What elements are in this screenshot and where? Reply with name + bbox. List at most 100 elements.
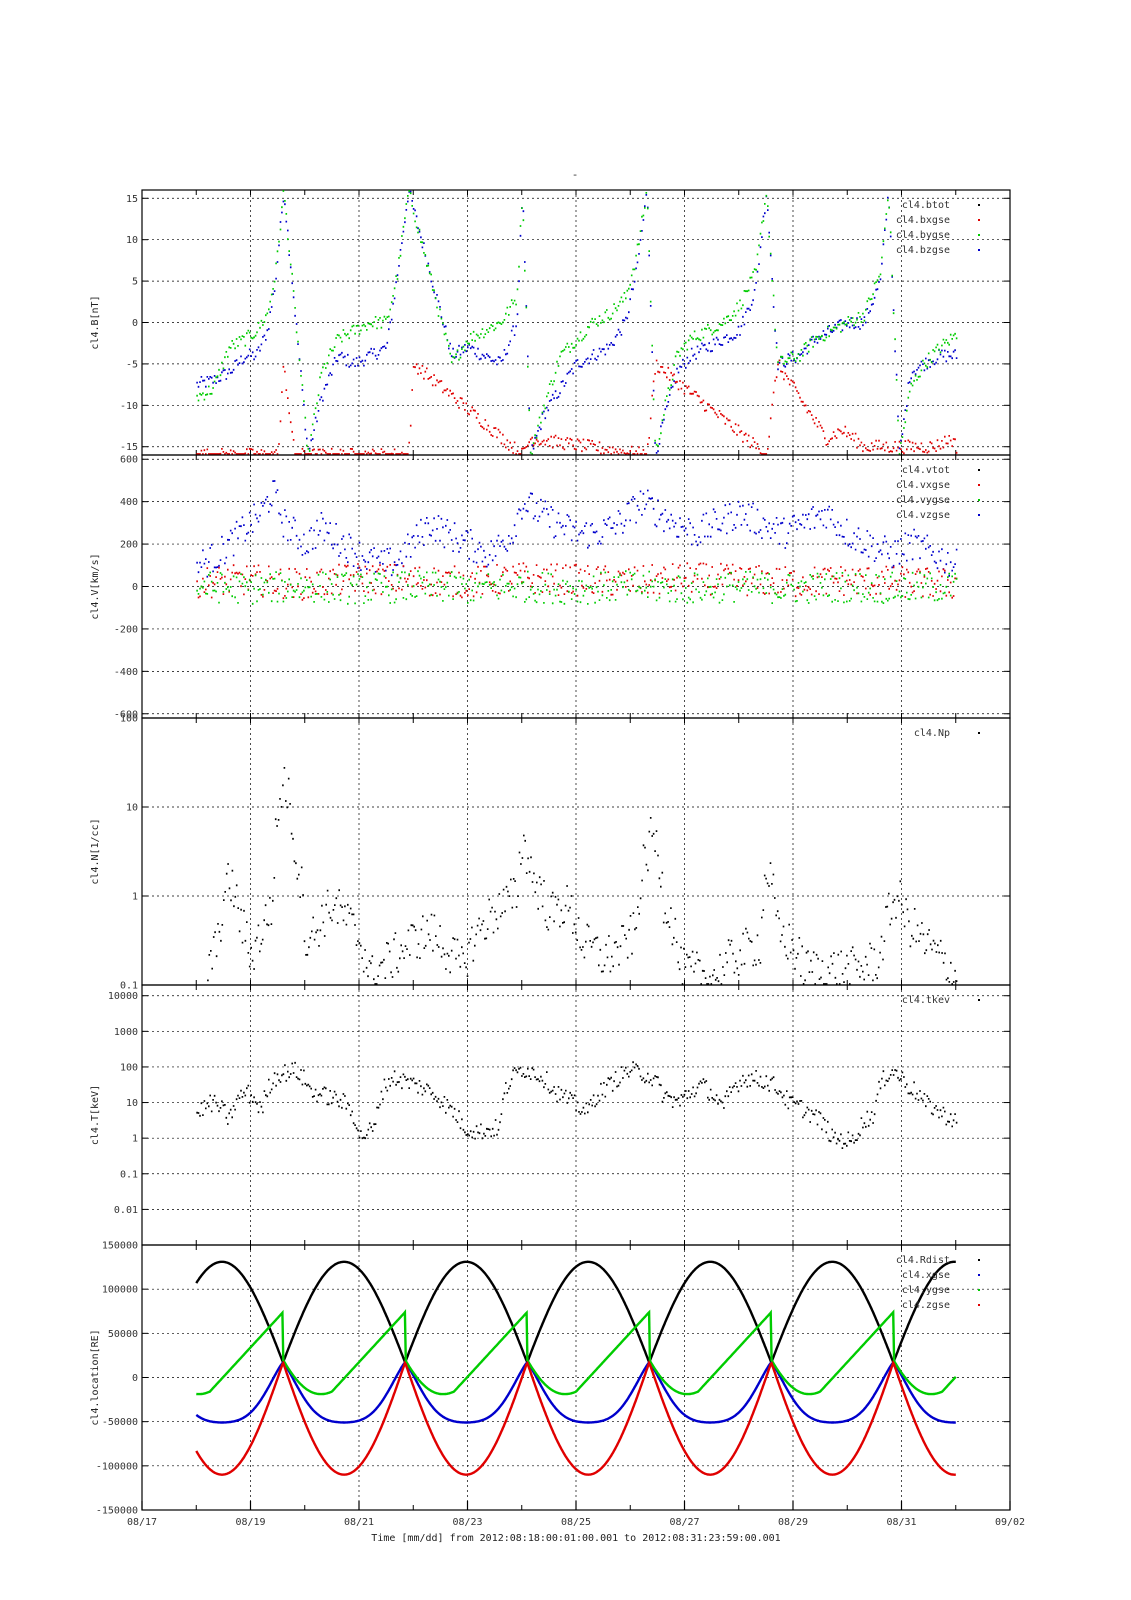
x-tick-label: 08/17 <box>127 1517 157 1528</box>
series-B-0 <box>196 190 958 455</box>
figure-title: - <box>572 168 579 181</box>
y-axis-label: cl4.B[nT] <box>90 295 101 349</box>
plot-area <box>207 767 958 985</box>
y-axis-label: cl4.V[km/s] <box>90 553 101 619</box>
plot-area <box>196 1061 958 1149</box>
y-tick-label: 10 <box>126 235 138 246</box>
series-V-0 <box>196 480 958 578</box>
y-tick-label: -400 <box>114 667 138 678</box>
y-tick-label: -15 <box>120 442 138 453</box>
legend-swatch <box>978 249 980 251</box>
y-tick-label: -50000 <box>102 1417 138 1428</box>
legend-T: cl4.tkev <box>902 995 980 1006</box>
y-tick-label: 10 <box>126 1098 138 1109</box>
legend-label: cl4.vxgse <box>896 480 950 491</box>
legend-label: cl4.Rdist <box>896 1255 950 1266</box>
legend-label: cl4.zgse <box>902 1300 950 1311</box>
series-B-1 <box>196 190 958 455</box>
y-tick-label: 1 <box>132 1134 138 1145</box>
y-tick-label: 0.01 <box>114 1205 138 1216</box>
y-tick-label: 100 <box>120 1062 138 1073</box>
legend-label: cl4.vzgse <box>896 510 950 521</box>
panel-B: -15 -10 -5 0 5 10 15 cl4.B[nT] cl4.btot cl4.bxgse… <box>90 189 1011 456</box>
x-tick-label: 08/21 <box>344 1517 374 1528</box>
line-cl4-ygse <box>196 1308 957 1396</box>
y-tick-label: -200 <box>114 624 138 635</box>
legend-label: cl4.bygse <box>896 230 950 241</box>
legend-label: cl4.vygse <box>896 495 950 506</box>
panels: -15-10-5051015cl4.B[nT]cl4.btotcl4.bxgse… <box>90 189 1011 1517</box>
y-tick-label: 100000 <box>102 1285 138 1296</box>
legend-label: cl4.vtot <box>902 465 950 476</box>
legend-swatch <box>978 234 980 236</box>
legend-B: cl4.btot cl4.bxgse cl4.bygse cl4.bzgse <box>896 200 980 256</box>
panel-T: 0.01 0.1 1 10 100 1000 10000 cl4.T[keV] cl4.tkev <box>90 984 1011 1246</box>
y-tick-label: 1 <box>132 892 138 903</box>
panel-location: -150000 -100000 -50000 0 50000 100000 150000 cl… <box>90 1241 1011 1517</box>
series-V-1 <box>196 562 958 601</box>
line-cl4-Rdist <box>195 1260 956 1365</box>
y-tick-label: 15 <box>126 194 138 205</box>
x-axis: 08/17 08/19 08/21 08/23 08/25 08/27 08/29 08/31… <box>127 1501 1025 1528</box>
legend-swatch <box>978 204 980 206</box>
y-tick-label: 400 <box>120 497 138 508</box>
legend-label: cl4.tkev <box>902 995 950 1006</box>
scatter-points <box>196 480 958 578</box>
y-tick-label: -100000 <box>96 1461 138 1472</box>
y-tick-label: 0 <box>132 1373 138 1384</box>
legend-label: cl4.bzgse <box>896 245 950 256</box>
panel-V: -600 -400 -200 0 200 400 600 cl4.V[km/s] cl4.vto… <box>90 454 1011 720</box>
y-axis-label: cl4.N[1/cc] <box>90 818 101 884</box>
y-tick-label: 10 <box>126 803 138 814</box>
panel-N: 0.1 1 10 100 cl4.N[1/cc] cl4.Np <box>90 714 1011 992</box>
y-tick-label: -5 <box>126 359 138 370</box>
legend-swatch <box>978 484 980 486</box>
y-axis-label: cl4.T[keV] <box>90 1085 101 1145</box>
legend-swatch <box>978 514 980 516</box>
x-tick-label: 08/27 <box>669 1517 699 1528</box>
legend-swatch <box>978 469 980 471</box>
legend-swatch <box>978 499 980 501</box>
scatter-points <box>196 359 958 455</box>
y-tick-label: 5 <box>132 277 138 288</box>
x-tick-label: 08/25 <box>561 1517 591 1528</box>
plot-area <box>196 190 958 455</box>
legend-V: cl4.vtot cl4.vxgse cl4.vygse cl4.vzgse <box>896 465 980 521</box>
legend-swatch <box>978 1274 980 1276</box>
y-tick-label: 200 <box>120 540 138 551</box>
legend-swatch <box>978 999 980 1001</box>
x-tick-label: 08/29 <box>778 1517 808 1528</box>
plot-area <box>196 480 958 605</box>
plot-area <box>195 1260 957 1476</box>
x-tick-label: 08/23 <box>452 1517 482 1528</box>
y-tick-label: 0 <box>132 582 138 593</box>
legend-label: cl4.bxgse <box>896 215 950 226</box>
series-V-2 <box>196 570 958 605</box>
y-tick-label: -150000 <box>96 1506 138 1517</box>
legend-swatch <box>978 1259 980 1261</box>
y-tick-label: -600 <box>114 709 138 720</box>
legend-swatch <box>978 1304 980 1306</box>
line-cl4-xgse <box>195 1361 956 1424</box>
legend-label: cl4.xgse <box>902 1270 950 1281</box>
scatter-points <box>196 562 958 601</box>
y-tick-label: -10 <box>120 401 138 412</box>
legend-swatch <box>978 219 980 221</box>
legend-label: cl4.btot <box>902 200 950 211</box>
y-tick-label: 0.1 <box>120 981 138 992</box>
series-N-0 <box>207 767 958 985</box>
legend-N: cl4.Np <box>914 728 980 739</box>
scatter-points <box>196 190 958 455</box>
y-tick-label: 1000 <box>114 1027 138 1038</box>
series-B-2 <box>196 359 958 455</box>
y-tick-label: 0.1 <box>120 1169 138 1180</box>
series-T-0 <box>196 1061 958 1149</box>
legend-label: cl4.ygse <box>902 1285 950 1296</box>
line-cl4-zgse <box>195 1359 956 1476</box>
scatter-points <box>196 570 958 605</box>
legend-location: cl4.Rdist cl4.xgse cl4.ygse cl4.zgse <box>896 1255 980 1311</box>
legend-swatch <box>978 732 980 734</box>
x-axis-label: Time [mm/dd] from 2012:08:18:00:01:00.00… <box>371 1533 780 1544</box>
x-tick-label: 08/19 <box>235 1517 265 1528</box>
